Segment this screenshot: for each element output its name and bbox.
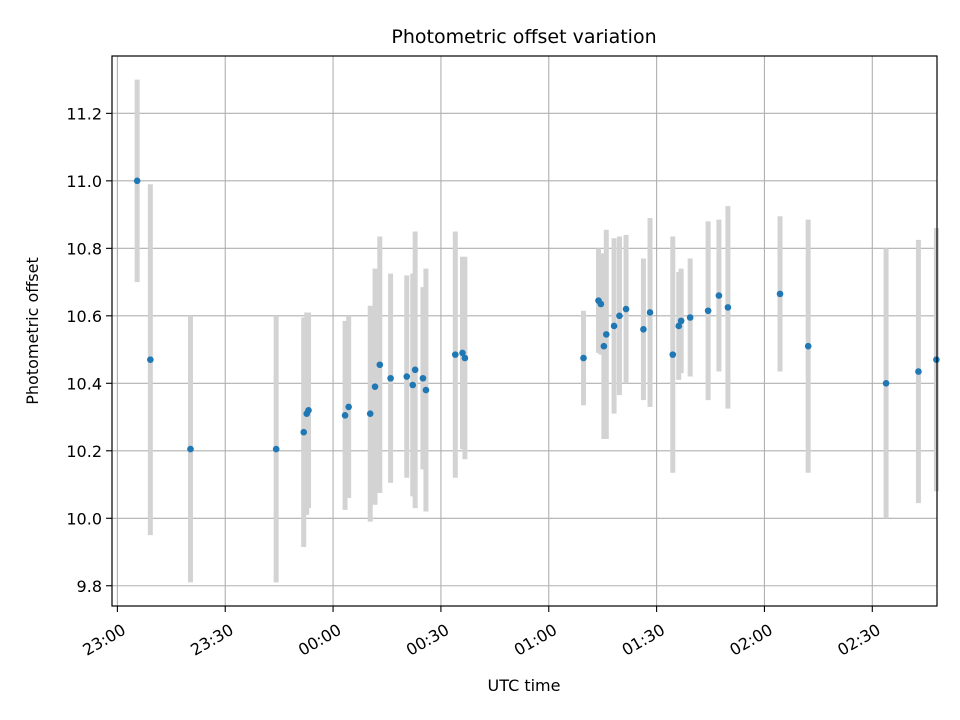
data-point-15 <box>411 366 419 374</box>
data-point-29 <box>640 326 647 333</box>
data-point-0 <box>133 177 141 185</box>
data-point-9 <box>366 410 374 417</box>
data-point-23 <box>597 300 605 308</box>
data-point-34 <box>686 314 694 321</box>
data-point-33 <box>677 317 685 325</box>
data-point-31 <box>669 351 677 358</box>
data-point-40 <box>882 380 890 387</box>
data-point-6 <box>305 406 312 414</box>
y-axis-ticks: 9.8 10.0 10.2 10.4 10.6 10.8 11.0 11.2 <box>66 104 112 596</box>
data-point-38 <box>776 290 784 298</box>
data-points <box>133 177 940 453</box>
y-tick-label: 10.4 <box>66 374 102 393</box>
y-tick-label: 11.0 <box>66 172 102 191</box>
data-point-28 <box>622 305 630 313</box>
data-point-2 <box>187 445 194 453</box>
data-point-27 <box>616 312 623 320</box>
data-point-1 <box>147 356 154 363</box>
data-point-25 <box>602 331 610 338</box>
data-point-16 <box>419 374 427 382</box>
y-tick-label: 10.8 <box>66 239 102 258</box>
y-tick-label: 11.2 <box>66 104 102 123</box>
data-point-21 <box>580 354 587 362</box>
chart-title: Photometric offset variation <box>391 26 656 48</box>
plot-frame <box>111 55 938 607</box>
data-point-19 <box>459 349 466 357</box>
data-point-4 <box>300 428 308 436</box>
grid <box>112 56 937 606</box>
data-point-32 <box>675 322 683 330</box>
data-point-18 <box>452 351 459 358</box>
data-point-36 <box>715 292 723 299</box>
y-tick-label: 10.6 <box>66 307 102 326</box>
data-point-13 <box>403 373 411 380</box>
data-point-20 <box>461 354 469 362</box>
data-point-10 <box>371 383 379 390</box>
y-tick-label: 10.2 <box>66 442 102 461</box>
y-tick-label: 9.8 <box>77 577 102 596</box>
y-axis-label: Photometric offset <box>23 257 42 405</box>
data-point-8 <box>345 403 352 411</box>
data-point-7 <box>341 412 349 419</box>
data-point-35 <box>704 307 712 315</box>
x-axis-label: UTC time <box>488 676 561 695</box>
data-point-26 <box>610 322 618 330</box>
data-point-17 <box>422 386 430 394</box>
data-point-11 <box>376 361 384 369</box>
data-point-39 <box>804 342 812 350</box>
data-point-37 <box>724 304 732 311</box>
data-point-30 <box>646 309 654 316</box>
data-point-12 <box>387 374 394 382</box>
data-point-14 <box>409 381 417 389</box>
data-point-24 <box>600 342 608 350</box>
data-point-41 <box>915 368 922 375</box>
y-tick-label: 10.0 <box>66 509 102 528</box>
data-point-3 <box>272 445 280 453</box>
